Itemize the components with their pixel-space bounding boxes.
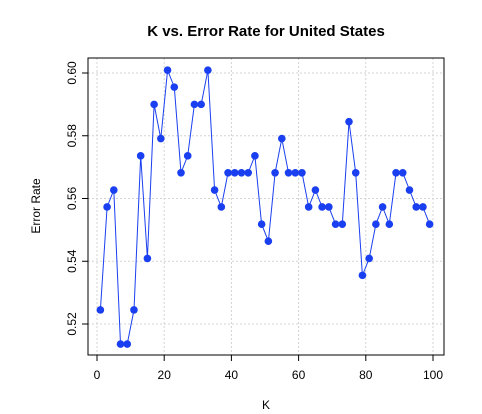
data-point: [298, 168, 306, 177]
data-point: [96, 306, 105, 314]
data-point: [103, 203, 111, 211]
x-tick-label: 60: [292, 368, 306, 382]
data-point: [230, 168, 239, 177]
data-point: [210, 186, 219, 194]
data-point: [385, 220, 394, 229]
data-point: [325, 203, 333, 211]
data-point: [190, 100, 199, 109]
data-point: [425, 220, 434, 229]
data-point: [351, 168, 360, 177]
data-point: [217, 203, 226, 211]
data-point: [170, 83, 179, 91]
data-point: [143, 254, 152, 263]
data-point: [271, 168, 279, 177]
data-point: [197, 100, 205, 109]
data-point: [110, 186, 118, 194]
data-point: [378, 203, 387, 211]
data-point: [419, 203, 427, 211]
x-axis-label: K: [262, 398, 270, 412]
data-point: [358, 271, 367, 280]
data-point: [163, 66, 172, 74]
data-point: [177, 168, 185, 177]
data-point: [398, 168, 407, 177]
y-tick-label: 0.60: [65, 61, 79, 85]
y-axis: 0.52 0.54 0.56 0.58 0.60: [65, 61, 88, 336]
series-line: [99, 70, 431, 345]
data-point: [237, 168, 246, 177]
data-point: [136, 152, 145, 160]
data-point: [257, 220, 266, 229]
x-tick-label: 0: [94, 368, 101, 382]
data-point: [264, 237, 273, 245]
y-tick-label: 0.52: [65, 312, 79, 336]
data-point: [372, 220, 380, 229]
x-axis: 0 20 40 60 80 100: [94, 355, 443, 382]
data-point: [338, 220, 347, 229]
x-tick-label: 40: [225, 368, 239, 382]
data-point: [123, 340, 132, 348]
y-tick-label: 0.54: [65, 249, 79, 273]
data-point: [183, 152, 192, 160]
y-tick-label: 0.58: [65, 124, 79, 148]
data-point: [130, 306, 138, 314]
data-point: [224, 168, 232, 177]
data-point: [278, 134, 286, 143]
data-point: [331, 220, 340, 229]
data-point: [251, 152, 259, 160]
x-tick-label: 80: [359, 368, 373, 382]
data-point: [412, 203, 421, 211]
data-point: [284, 168, 293, 177]
data-point: [291, 168, 300, 177]
chart-title: K vs. Error Rate for United States: [147, 23, 385, 40]
y-tick-label: 0.56: [65, 186, 79, 210]
data-point: [157, 134, 165, 143]
y-axis-label: Error Rate: [29, 178, 43, 234]
data-point: [392, 168, 400, 177]
data-point: [244, 168, 252, 177]
data-point: [311, 186, 320, 194]
data-point: [345, 117, 353, 126]
grid: [88, 58, 444, 355]
data-points: [96, 66, 434, 348]
data-point: [116, 340, 125, 348]
plot-frame: [87, 57, 445, 356]
data-point: [204, 66, 212, 74]
data-point: [405, 186, 414, 194]
data-point: [150, 100, 158, 109]
x-tick-label: 20: [158, 368, 172, 382]
x-tick-label: 100: [423, 368, 443, 382]
data-point: [318, 203, 326, 211]
data-point: [304, 203, 313, 211]
data-point: [365, 254, 373, 263]
